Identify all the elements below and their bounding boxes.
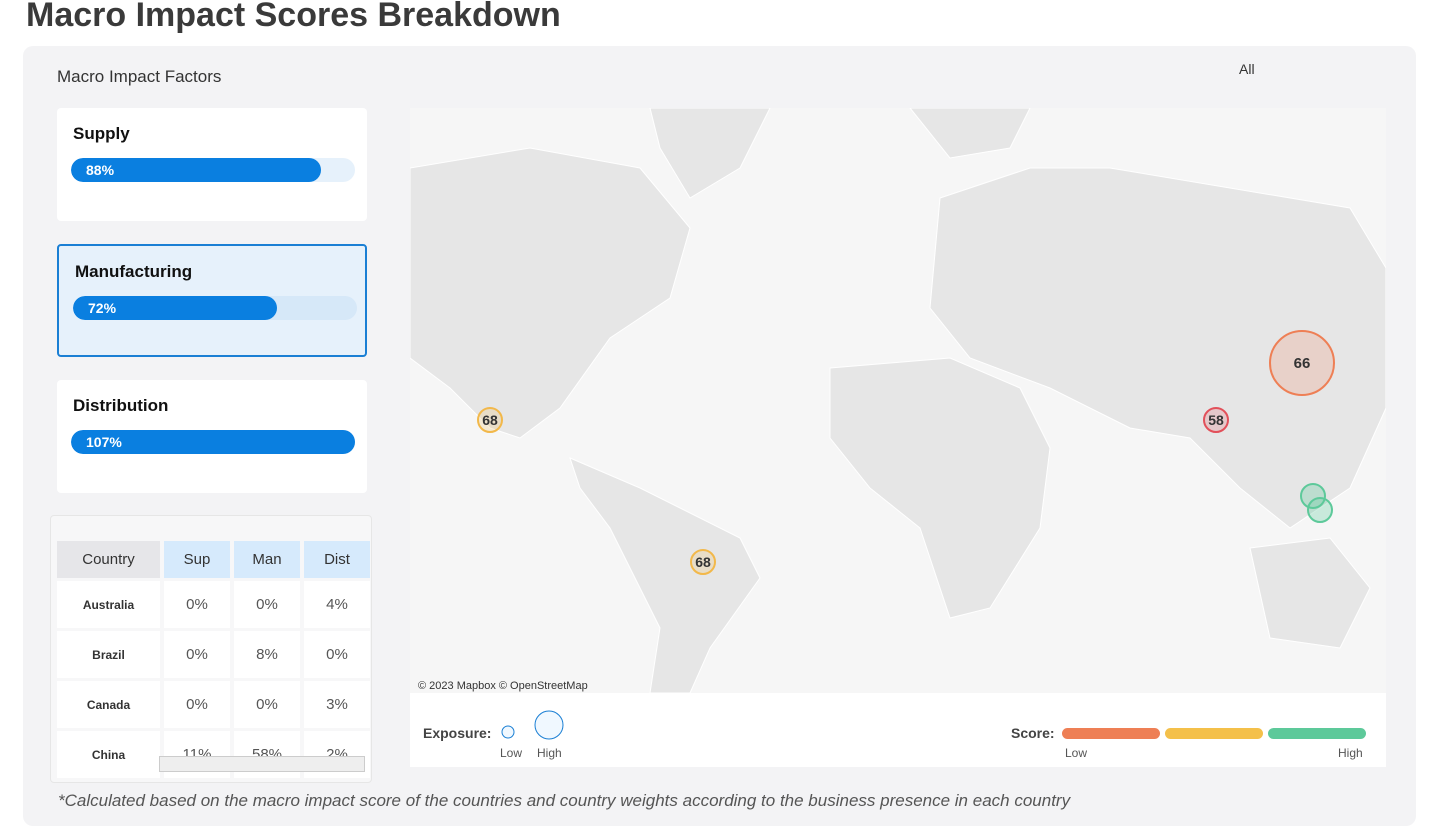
marker-label: 68 (482, 412, 498, 428)
table-row: Canada 0% 0% 3% (57, 681, 370, 728)
progress-bar: 72% (73, 296, 278, 320)
attribution: © 2023 Mapbox © OpenStreetMap (418, 680, 588, 692)
header-row: Country Sup Man Dist (57, 541, 370, 578)
country-name: China (57, 731, 160, 778)
factor-name: Distribution (73, 396, 169, 415)
table-container: Country Sup Man Dist Australia 0% 0% 4% Brazil 0%… (50, 515, 372, 783)
land (409, 107, 1387, 694)
map: © 2023 Mapbox © OpenStreetMap 68 68 66 58 E… (409, 107, 1387, 767)
table-row: Brazil 0% 8% 0% (57, 631, 370, 678)
scrollbar[interactable] (159, 756, 365, 772)
factor-card[interactable]: Supply 88% (57, 108, 367, 221)
progress-label: 72% (88, 300, 117, 316)
map-marker[interactable] (1300, 483, 1326, 509)
map-marker[interactable] (1203, 407, 1229, 433)
cell: 0% (234, 681, 300, 728)
score-band (1062, 728, 1160, 739)
filter[interactable]: All (1239, 61, 1255, 77)
country-name: Australia (57, 581, 160, 628)
cell: 3% (304, 681, 370, 728)
progress-track: 107% (71, 430, 355, 454)
column-header: Sup (164, 541, 230, 578)
marker-label: 58 (1208, 412, 1224, 428)
panel-title: Macro Impact Factors (57, 67, 222, 86)
cell: 0% (234, 581, 300, 628)
legend-title: Exposure: (423, 725, 491, 741)
cell: 0% (304, 631, 370, 678)
factor-card[interactable]: Manufacturing 72% (57, 244, 367, 357)
legend-high: High (1338, 746, 1363, 760)
progress-bar: 107% (71, 430, 355, 454)
map-marker[interactable] (1307, 497, 1333, 523)
cell: 0% (164, 631, 230, 678)
country-table: Country Sup Man Dist Australia 0% 0% 4% Brazil 0%… (53, 538, 371, 781)
map-marker[interactable] (690, 549, 716, 575)
legend-size-high (534, 710, 564, 740)
table-row: Australia 0% 0% 4% (57, 581, 370, 628)
progress-label: 107% (86, 434, 122, 450)
column-header: Dist (304, 541, 370, 578)
cell: 4% (304, 581, 370, 628)
factor-name: Supply (73, 124, 130, 143)
column-header: Country (57, 541, 160, 578)
page-title: Macro Impact Scores Breakdown (26, 0, 561, 34)
progress-bar: 88% (71, 158, 321, 182)
country-name: Canada (57, 681, 160, 728)
cell: 8% (234, 631, 300, 678)
marker-label: 66 (1294, 355, 1311, 372)
markers: 68 68 66 58 (477, 330, 1335, 575)
legend-high: High (537, 746, 562, 760)
legend-low: Low (500, 746, 522, 760)
country-name: Brazil (57, 631, 160, 678)
marker-label: 68 (695, 554, 711, 570)
factor-name: Manufacturing (75, 262, 193, 281)
factor-card[interactable]: Distribution 107% (57, 380, 367, 493)
progress-track: 88% (71, 158, 355, 182)
score-band (1268, 728, 1366, 739)
cell: 0% (164, 581, 230, 628)
column-header: Man (234, 541, 300, 578)
score-scale (1062, 728, 1366, 739)
score-band (1165, 728, 1263, 739)
progress-track: 72% (73, 296, 357, 320)
legend-title: Score: (1011, 725, 1055, 741)
scrollbar[interactable] (371, 576, 372, 756)
footnote: *Calculated based on the macro impact sc… (58, 791, 1071, 810)
map-marker[interactable] (477, 407, 503, 433)
progress-label: 88% (86, 162, 115, 178)
legend-size-low (501, 725, 515, 739)
cell: 0% (164, 681, 230, 728)
map-marker[interactable] (1269, 330, 1335, 396)
map-panel: © 2023 Mapbox © OpenStreetMap 68 68 66 58 E… (409, 107, 1387, 767)
legend-low: Low (1065, 746, 1087, 760)
